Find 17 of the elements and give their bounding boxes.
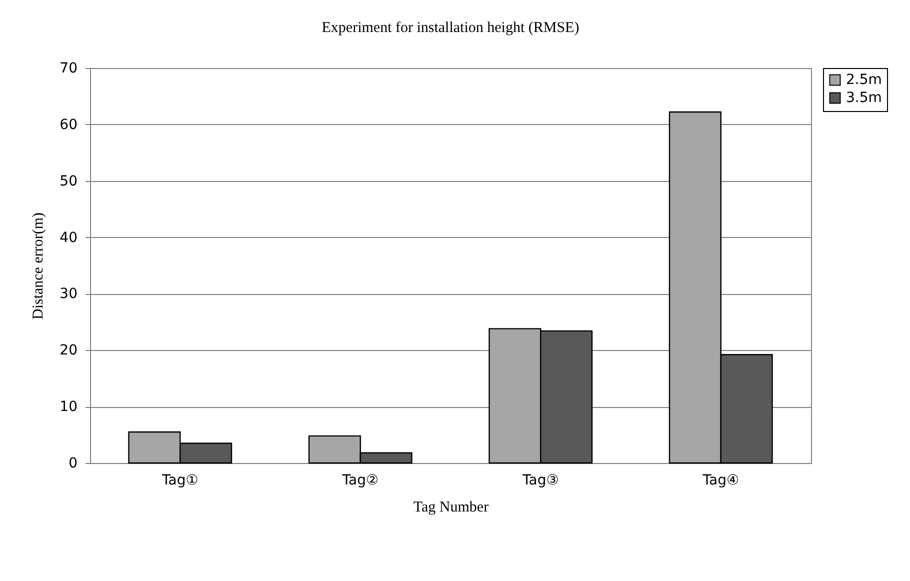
x-tick-label: Tag④ xyxy=(702,472,740,488)
y-tick-label: 30 xyxy=(60,286,78,302)
y-tick-label: 70 xyxy=(60,60,78,76)
x-axis-title: Tag Number xyxy=(413,500,489,516)
y-tick-label: 50 xyxy=(60,173,78,190)
legend-label: 2.5m xyxy=(846,72,882,88)
y-tick-label: 20 xyxy=(60,342,78,359)
x-tick-label: Tag① xyxy=(160,472,198,488)
x-tick-label: Tag③ xyxy=(521,472,559,488)
y-tick-label: 40 xyxy=(60,230,78,246)
y-tick-label: 60 xyxy=(60,116,78,133)
y-tick-label: 0 xyxy=(68,456,78,472)
legend-label: 3.5m xyxy=(846,90,882,106)
y-axis-title: Distance error(m) xyxy=(30,212,47,320)
x-tick-label: Tag② xyxy=(341,472,379,488)
chart-title: Experiment for installation height (RMSE) xyxy=(322,20,580,36)
y-tick-label: 10 xyxy=(60,399,78,416)
